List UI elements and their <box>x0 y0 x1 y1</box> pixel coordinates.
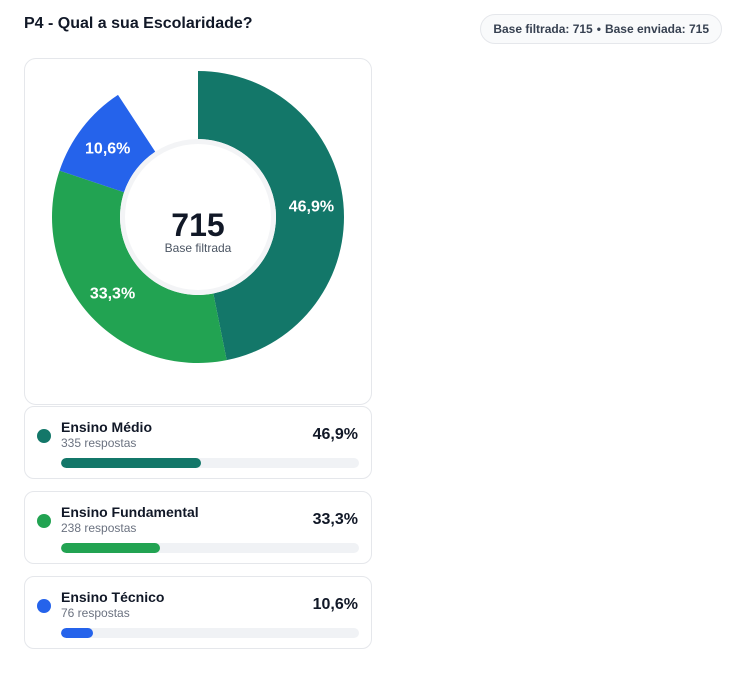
progress-fill <box>61 543 161 553</box>
donut-chart-card: 715 Base filtrada 46,9% 33,3% 10,6% <box>24 58 372 405</box>
legend-item-ensino-medio[interactable]: Ensino Médio 335 respostas 46,9% <box>24 406 372 479</box>
center-total-value: 715 <box>171 207 224 243</box>
legend-color-dot <box>37 429 51 443</box>
legend-item-percent: 33,3% <box>312 511 358 528</box>
question-title: P4 - Qual a sua Escolaridade? <box>24 15 253 32</box>
center-total-label: Base filtrada <box>165 241 232 255</box>
donut-slice[interactable] <box>198 71 344 361</box>
legend-item-count: 335 respostas <box>61 436 137 450</box>
legend-item-percent: 10,6% <box>312 596 358 613</box>
donut-slices <box>52 71 344 363</box>
donut-slice[interactable] <box>52 170 227 363</box>
slice-percent-label: 33,3% <box>90 285 135 302</box>
base-sent-text: Base enviada: 715 <box>604 22 709 36</box>
legend-item-count: 76 respostas <box>61 606 130 620</box>
legend-item-percent: 46,9% <box>312 426 358 443</box>
progress-track <box>61 543 359 553</box>
slice-percent-label: 10,6% <box>85 140 130 157</box>
legend-item-label: Ensino Médio <box>61 419 152 435</box>
donut-chart: 715 Base filtrada 46,9% 33,3% 10,6% <box>52 71 344 363</box>
legend-color-dot <box>37 599 51 613</box>
legend-item-ensino-tecnico[interactable]: Ensino Técnico 76 respostas 10,6% <box>24 576 372 649</box>
progress-track <box>61 628 359 638</box>
legend-item-count: 238 respostas <box>61 521 137 535</box>
base-filtered-text: Base filtrada: 715 <box>493 22 593 36</box>
legend-item-ensino-fundamental[interactable]: Ensino Fundamental 238 respostas 33,3% <box>24 491 372 564</box>
base-separator: • <box>596 22 601 36</box>
donut-center-disc <box>125 144 271 290</box>
base-badge: Base filtrada: 715 • Base enviada: 715 <box>480 14 722 44</box>
legend-item-label: Ensino Técnico <box>61 589 165 605</box>
progress-track <box>61 458 359 468</box>
legend-item-label: Ensino Fundamental <box>61 504 199 520</box>
slice-percent-label: 46,9% <box>289 199 334 216</box>
legend-color-dot <box>37 514 51 528</box>
donut-slice[interactable] <box>59 94 156 193</box>
progress-fill <box>61 458 201 468</box>
slice-labels: 46,9% 33,3% 10,6% <box>85 140 334 302</box>
progress-fill <box>61 628 93 638</box>
